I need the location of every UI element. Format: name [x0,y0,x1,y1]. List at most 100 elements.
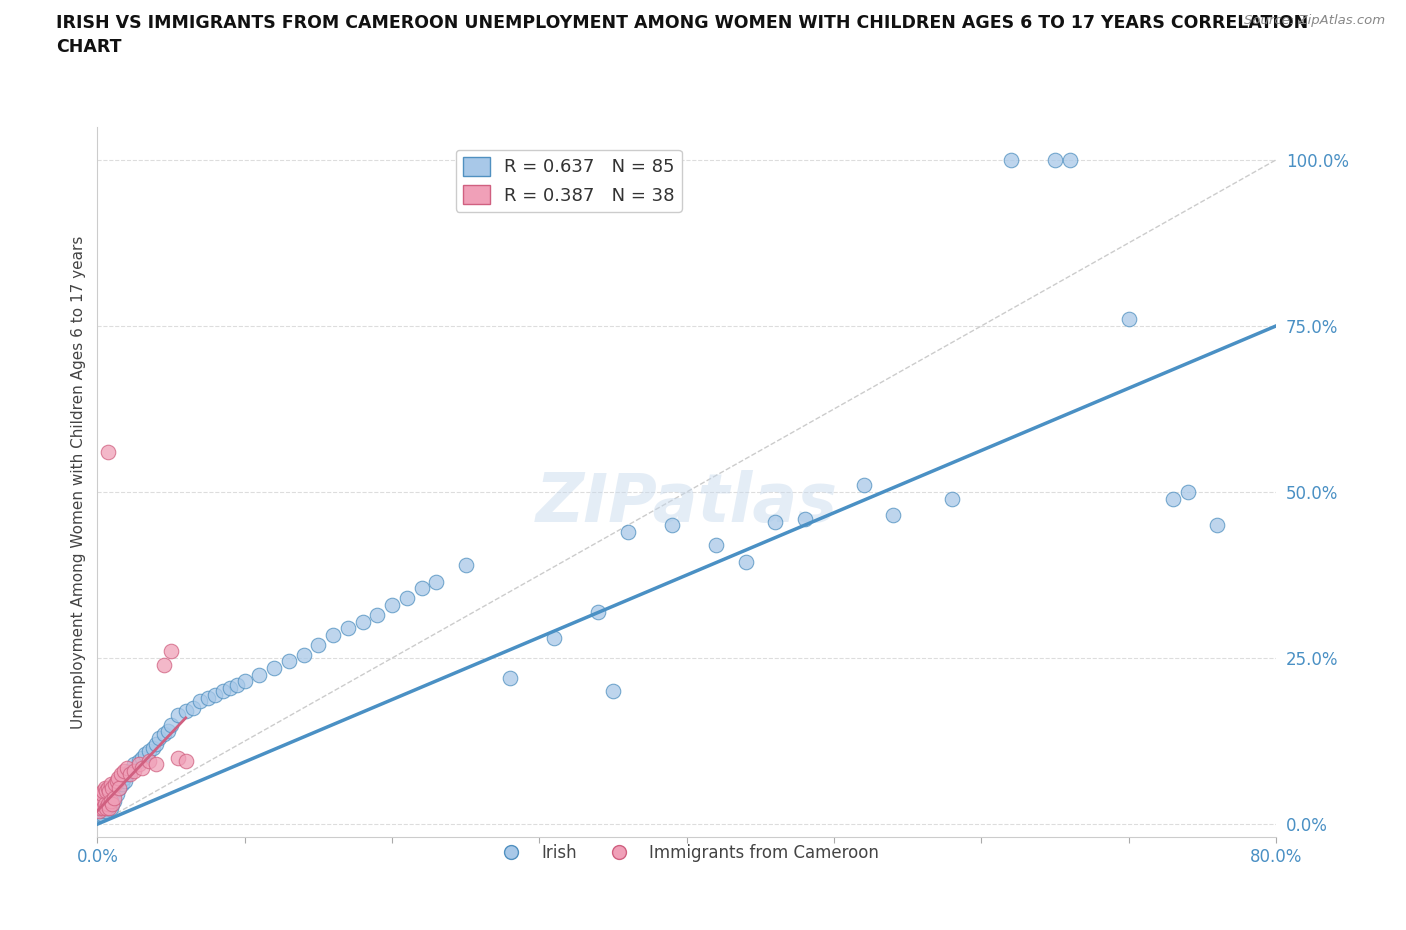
Point [167,707,190,722]
Point [617,525,640,539]
Point [97,800,120,815]
Point [190,694,212,709]
Point [1000,153,1022,167]
Point [91,800,114,815]
Point [145,737,167,751]
Point [174,704,197,719]
Point [101,787,124,802]
Legend: Irish, Immigrants from Cameroon: Irish, Immigrants from Cameroon [488,837,886,869]
Point [89,800,111,815]
Point [104,777,127,791]
Point [91,783,114,798]
Text: Source: ZipAtlas.com: Source: ZipAtlas.com [1244,14,1385,27]
Point [97,797,120,812]
Point [118,767,141,782]
Point [204,687,226,702]
Point [366,607,388,622]
Point [101,797,124,812]
Point [96,804,118,818]
Point [96,800,118,815]
Point [1206,518,1229,533]
Point [93,780,115,795]
Point [277,654,299,669]
Point [111,777,134,791]
Point [543,631,565,645]
Point [181,700,204,715]
Point [602,684,624,698]
Point [233,674,256,689]
Point [138,744,160,759]
Point [499,671,522,685]
Point [103,790,125,805]
Point [110,767,132,782]
Point [661,518,683,533]
Point [763,514,786,529]
Point [704,538,727,552]
Point [89,790,111,805]
Point [97,790,120,805]
Point [142,740,165,755]
Y-axis label: Unemployment Among Women with Children Ages 6 to 17 years: Unemployment Among Women with Children A… [72,235,86,729]
Point [307,637,329,652]
Point [148,730,170,745]
Text: IRISH VS IMMIGRANTS FROM CAMEROON UNEMPLOYMENT AMONG WOMEN WITH CHILDREN AGES 6 : IRISH VS IMMIGRANTS FROM CAMEROON UNEMPL… [56,14,1309,56]
Point [93,800,115,815]
Point [1059,153,1081,167]
Point [292,647,315,662]
Point [96,783,118,798]
Point [104,783,127,798]
Point [97,445,120,459]
Point [105,774,128,789]
Point [793,512,815,526]
Point [352,614,374,629]
Point [98,800,121,815]
Point [174,753,197,768]
Point [263,660,285,675]
Point [101,780,124,795]
Point [108,780,131,795]
Point [152,727,174,742]
Point [249,667,271,682]
Point [110,774,132,789]
Point [381,597,404,612]
Point [90,797,112,812]
Point [90,797,112,812]
Point [112,770,135,785]
Point [100,800,122,815]
Point [588,604,610,619]
Point [395,591,418,605]
Point [167,751,190,765]
Point [131,751,153,765]
Point [115,767,138,782]
Point [134,747,156,762]
Point [115,760,138,775]
Point [93,797,115,812]
Point [454,558,477,573]
Point [107,777,129,791]
Point [103,793,125,808]
Point [89,800,111,815]
Point [322,628,344,643]
Point [160,717,183,732]
Point [87,806,110,821]
Point [97,780,120,795]
Point [128,757,150,772]
Point [98,797,121,812]
Point [157,724,180,738]
Point [90,787,112,802]
Point [138,753,160,768]
Point [1161,491,1184,506]
Point [96,793,118,808]
Text: ZIPatlas: ZIPatlas [536,471,838,537]
Point [122,757,145,772]
Point [734,554,756,569]
Point [91,793,114,808]
Point [105,787,128,802]
Point [101,797,124,812]
Point [100,793,122,808]
Point [219,681,242,696]
Point [90,806,112,821]
Point [152,658,174,672]
Point [941,491,963,506]
Point [118,764,141,778]
